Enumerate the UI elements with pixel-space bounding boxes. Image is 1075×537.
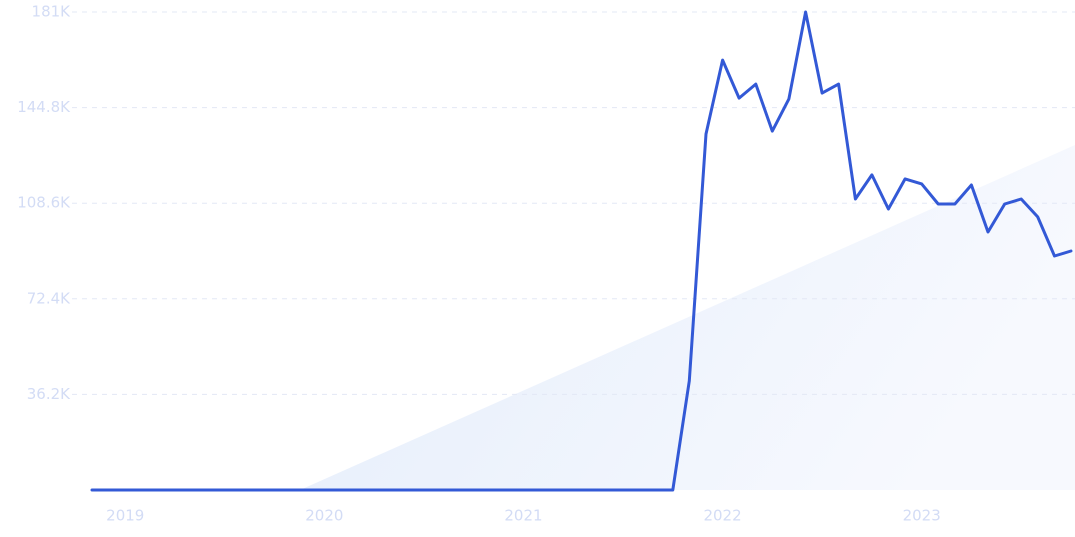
y-tick-label: 181K [32,3,72,21]
trend-area [300,145,1075,490]
x-tick-label: 2022 [703,507,741,525]
y-tick-label: 144.8K [17,98,71,116]
x-tick-label: 2020 [305,507,343,525]
y-tick-label: 36.2K [27,385,71,403]
y-tick-label: 72.4K [27,289,71,307]
x-tick-label: 2021 [504,507,542,525]
data-line [90,10,1073,492]
x-tick-label: 2023 [903,507,941,525]
y-tick-label: 108.6K [17,194,71,212]
x-tick-label: 2019 [106,507,144,525]
